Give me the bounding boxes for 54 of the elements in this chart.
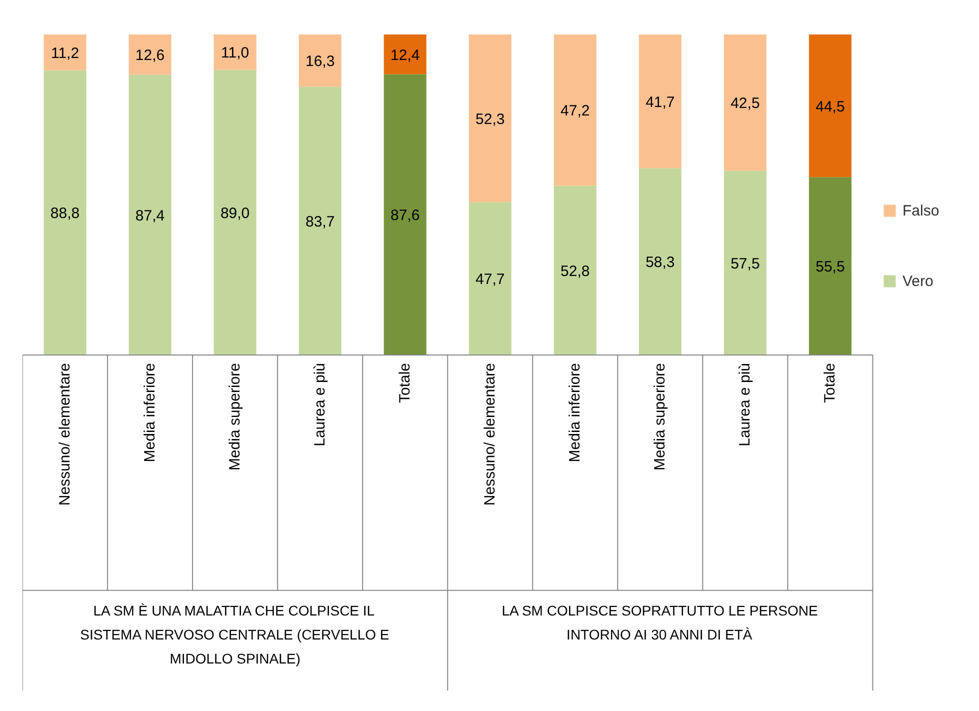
data-label: 42,5	[730, 95, 760, 112]
data-label: 41,7	[646, 94, 675, 111]
data-label: 52,8	[560, 262, 590, 280]
bar	[554, 186, 596, 355]
bar	[468, 34, 512, 202]
x-tick-label: Totale	[822, 362, 839, 404]
text: LA SM È UNA MALATTIA CHE COLPISCE IL SISTEMA NERVOSO CENTRALE (CERVELLO E MIDOLLO SPINALE)	[80, 602, 390, 666]
bar	[808, 177, 852, 355]
bar	[298, 34, 342, 87]
x-tick-label: Media superiore	[226, 362, 244, 471]
bar	[214, 70, 256, 355]
data-label: 44,5	[816, 98, 845, 116]
bar	[638, 34, 682, 168]
data-label: 11,0	[221, 44, 250, 62]
bar	[214, 34, 256, 70]
bar	[128, 74, 172, 355]
legend-label: Vero	[902, 272, 934, 290]
x-tick-label: Laurea e più	[736, 362, 754, 446]
bar	[44, 34, 86, 70]
bar	[724, 170, 766, 355]
legend-label: Falso	[902, 202, 940, 220]
data-label: 11,2	[50, 44, 80, 62]
data-label: 58,3	[646, 254, 675, 272]
bar	[724, 34, 766, 171]
data-label: 88,8	[50, 205, 80, 222]
bar	[638, 168, 682, 355]
x-tick-label: Nessuno/ elementare	[482, 362, 499, 506]
bar	[808, 34, 852, 178]
bar	[468, 202, 512, 355]
data-label: 57,5	[730, 255, 760, 272]
bar	[384, 34, 426, 74]
data-label: 12,6	[135, 47, 165, 64]
data-label: 47,2	[560, 102, 590, 120]
bar	[128, 34, 172, 75]
text: LA SM COLPISCE SOPRATTUTTO LE PERSONE INTORNO AI 30 ANNI DI ETÀ	[502, 602, 818, 642]
bar	[554, 34, 596, 186]
data-label: 16,3	[305, 53, 335, 70]
data-label: 55,5	[816, 258, 845, 276]
x-tick-label: Media superiore	[652, 362, 669, 471]
data-label: 52,3	[476, 110, 505, 128]
x-tick-label: Laurea e più	[312, 362, 329, 446]
x-tick-label: Media inferiore	[566, 362, 584, 462]
data-label: 47,7	[476, 271, 505, 288]
data-label: 89,0	[220, 204, 250, 222]
x-tick-label: Media inferiore	[142, 362, 159, 462]
data-label: 83,7	[305, 213, 335, 230]
data-label: 12,4	[390, 46, 420, 64]
bar	[384, 74, 426, 355]
bar	[44, 70, 86, 355]
x-tick-label: Nessuno/ elementare	[56, 362, 74, 506]
bar	[298, 86, 342, 355]
data-label: 87,4	[135, 207, 165, 224]
x-tick-label: Totale	[396, 362, 414, 404]
data-label: 87,6	[390, 207, 420, 224]
